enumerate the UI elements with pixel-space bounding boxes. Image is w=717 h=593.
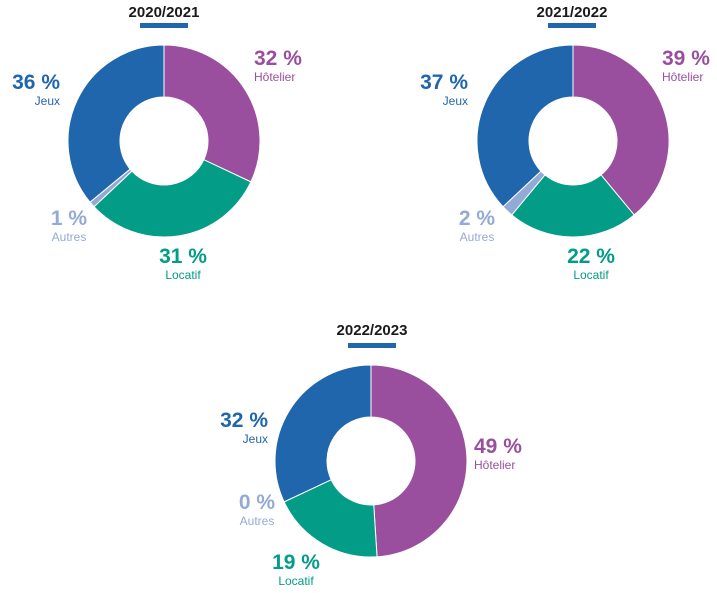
slice-label-jeux: 36 % Jeux bbox=[4, 71, 60, 109]
slice-category: Hôtelier bbox=[662, 70, 704, 84]
slice-label-locatif: 22 % Locatif bbox=[562, 245, 620, 283]
slice-value: 32 % bbox=[220, 409, 268, 432]
title-underline bbox=[348, 343, 396, 348]
slice-category: Locatif bbox=[278, 574, 314, 588]
slice-label-hotelier: 39 % Hôtelier bbox=[662, 47, 714, 85]
slice-jeux bbox=[67, 44, 165, 203]
donut-plot bbox=[476, 44, 670, 238]
slice-label-hotelier: 32 % Hôtelier bbox=[254, 47, 324, 85]
slice-category: Hôtelier bbox=[254, 70, 296, 84]
chart-title: 2021/2022 bbox=[536, 4, 608, 21]
slice-locatif bbox=[93, 159, 252, 238]
slice-value: 49 % bbox=[474, 435, 522, 458]
slice-locatif bbox=[283, 479, 378, 558]
slice-label-autres: 2 % Autres bbox=[448, 207, 506, 245]
slice-htelier bbox=[370, 364, 468, 558]
chart-title: 2022/2023 bbox=[336, 322, 408, 339]
slice-label-jeux: 37 % Jeux bbox=[412, 71, 468, 109]
donut-plot bbox=[67, 44, 261, 238]
slice-label-jeux: 32 % Jeux bbox=[212, 409, 268, 447]
slice-category: Jeux bbox=[34, 94, 60, 108]
slice-value: 2 % bbox=[458, 207, 496, 230]
slice-value: 36 % bbox=[12, 71, 60, 94]
slice-category: Autres bbox=[239, 514, 275, 528]
slice-htelier bbox=[163, 44, 261, 183]
title-underline bbox=[548, 23, 596, 28]
slice-category: Autres bbox=[459, 230, 495, 244]
slice-category: Locatif bbox=[573, 268, 609, 282]
slice-label-autres: 1 % Autres bbox=[40, 207, 98, 245]
slice-jeux bbox=[274, 364, 372, 503]
slice-category: Jeux bbox=[442, 94, 468, 108]
slice-category: Hôtelier bbox=[474, 458, 516, 472]
slice-label-hotelier: 49 % Hôtelier bbox=[474, 435, 544, 473]
slice-value: 37 % bbox=[420, 71, 468, 94]
slice-value: 19 % bbox=[272, 551, 320, 574]
slice-jeux bbox=[476, 44, 574, 208]
slice-label-locatif: 31 % Locatif bbox=[154, 245, 212, 283]
slice-value: 39 % bbox=[662, 47, 710, 70]
slice-value: 31 % bbox=[159, 245, 207, 268]
slice-category: Autres bbox=[51, 230, 87, 244]
slice-locatif bbox=[511, 174, 635, 238]
slice-value: 22 % bbox=[567, 245, 615, 268]
donut-plot bbox=[274, 364, 468, 558]
slice-value: 32 % bbox=[254, 47, 302, 70]
slice-htelier bbox=[572, 44, 670, 216]
slice-category: Jeux bbox=[242, 432, 268, 446]
slice-label-locatif: 19 % Locatif bbox=[264, 551, 328, 589]
slice-value: 1 % bbox=[50, 207, 88, 230]
slice-label-autres: 0 % Autres bbox=[228, 491, 286, 529]
slice-value: 0 % bbox=[238, 491, 276, 514]
slice-category: Locatif bbox=[165, 268, 201, 282]
chart-title: 2020/2021 bbox=[128, 4, 200, 21]
title-underline bbox=[140, 23, 188, 28]
